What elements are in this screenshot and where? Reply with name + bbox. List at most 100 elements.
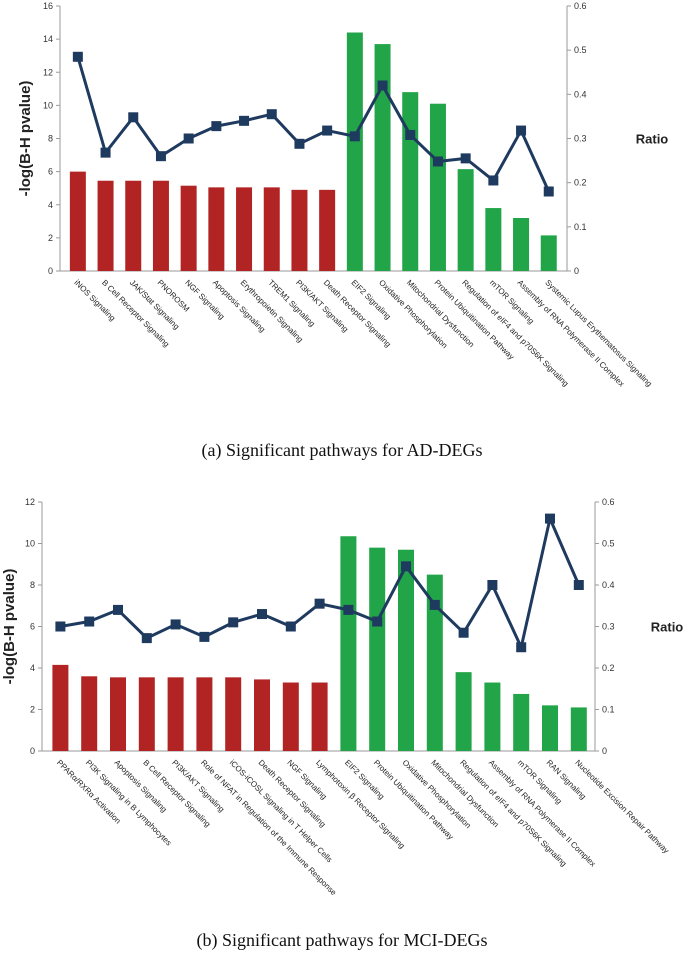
bar [225, 677, 242, 751]
bar [346, 32, 363, 271]
category-label: PI3K/AKT Signaling [170, 758, 226, 814]
bar [398, 549, 414, 751]
bar [97, 180, 114, 271]
ratio-point [372, 616, 383, 627]
y2-tick-label: 0.6 [602, 497, 615, 507]
bar [542, 705, 558, 751]
bar [340, 536, 357, 751]
ratio-point [128, 112, 139, 123]
bar [196, 677, 213, 751]
bar [319, 189, 336, 271]
bar [208, 187, 225, 271]
chart-panel-ad-degs: 0 2 4 6 8 10 12 14 16 0 0.1 0.2 0.3 0.4 0.5 0.6 -log(B-H… [17, 1, 668, 388]
y-tick-label: 2 [30, 705, 35, 715]
bar [429, 103, 446, 271]
y2-tick-label: 0 [574, 266, 579, 276]
bar [236, 187, 253, 271]
bar [81, 676, 98, 751]
ratio-point [155, 151, 166, 162]
bar [485, 208, 502, 271]
y-tick-label: 0 [48, 266, 53, 276]
category-label: Assembly of RNA Polymerase II Complex [516, 278, 626, 388]
category-label: iCOS-iCOSL Signaling in T Helper Cells [228, 758, 334, 864]
y-tick-label: 12 [43, 67, 53, 77]
y2-tick-label: 0.5 [602, 539, 615, 549]
y2-axis-title: Ratio [636, 132, 669, 147]
ratio-point [199, 631, 210, 642]
ratio-point [458, 627, 469, 638]
bar [426, 574, 443, 751]
ratio-point [322, 125, 333, 136]
y2-tick-label: 0.3 [602, 622, 615, 632]
y2-tick-label: 0.1 [602, 705, 615, 715]
ratio-point [401, 561, 411, 572]
bar [69, 171, 86, 271]
ratio-point [487, 580, 498, 590]
ratio-point [113, 604, 123, 615]
ratio-point [266, 109, 277, 120]
y-tick-label: 10 [43, 100, 53, 110]
y2-tick-label: 0.3 [574, 134, 587, 144]
y2-tick-label: 0.1 [574, 222, 587, 232]
bar [291, 189, 308, 271]
y-tick-label: 2 [48, 233, 53, 243]
bar [125, 180, 142, 271]
y-tick-label: 12 [25, 497, 35, 507]
y-tick-label: 6 [48, 167, 53, 177]
y-tick-label: 8 [30, 580, 35, 590]
ratio-point [211, 121, 222, 132]
y2-tick-label: 0.4 [602, 580, 615, 590]
y2-tick-label: 0.2 [574, 178, 587, 188]
ratio-point [377, 80, 388, 91]
caption-ad-degs: (a) Significant pathways for AD-DEGs [202, 440, 483, 461]
bar [110, 677, 126, 751]
bar [540, 235, 557, 271]
ratio-point [228, 617, 239, 628]
ratio-point [460, 153, 471, 164]
ratio-point [285, 621, 296, 632]
bar [374, 44, 391, 271]
category-label: Regulation of eIF4 and p70S6K Signaling [458, 758, 568, 868]
ratio-point [343, 604, 354, 615]
bar [138, 677, 155, 751]
ratio-point [141, 633, 152, 644]
ratio-point [100, 147, 111, 158]
ratio-point [239, 115, 250, 126]
bar [152, 180, 169, 271]
ratio-point [429, 599, 440, 610]
y-tick-label: 6 [30, 622, 35, 632]
y-tick-label: 0 [30, 746, 35, 756]
y2-tick-label: 0.2 [602, 663, 615, 673]
bar [167, 677, 184, 751]
bar [311, 682, 328, 751]
y2-tick-label: 0.6 [574, 1, 587, 11]
y-tick-label: 16 [43, 1, 53, 11]
category-label: PI3K/AKT Signaling [294, 278, 350, 334]
bar [52, 664, 69, 751]
ratio-point [84, 616, 95, 627]
bar [263, 187, 280, 271]
bar [455, 672, 472, 751]
ratio-point [72, 51, 83, 62]
ratio-point [488, 175, 499, 186]
bar [457, 169, 474, 271]
ratio-line [60, 517, 581, 649]
bar [254, 679, 270, 751]
ratio-point [314, 598, 325, 609]
chart-panel-mci-degs: 0 2 4 6 8 10 12 0 0.1 0.2 0.3 0.4 0.5 0.6 -log(B-H pva… [1, 497, 683, 898]
ratio-point [55, 621, 66, 632]
y-tick-label: 8 [48, 134, 53, 144]
bar [282, 682, 299, 751]
ratio-point [573, 580, 584, 590]
category-label: Apoptosis Signaling [211, 278, 267, 334]
y-tick-label: 4 [48, 200, 53, 210]
category-label: Assembly of RNA Polymerase II Complex [487, 758, 597, 868]
y-tick-label: 10 [25, 539, 35, 549]
y2-tick-label: 0 [602, 746, 607, 756]
bar [513, 693, 530, 751]
bar [402, 92, 419, 271]
y-tick-label: 14 [43, 34, 53, 44]
category-label: Role of NFAT in Regulation of the Immune… [199, 758, 339, 898]
ratio-line [76, 56, 551, 193]
y2-tick-label: 0.4 [574, 89, 587, 99]
